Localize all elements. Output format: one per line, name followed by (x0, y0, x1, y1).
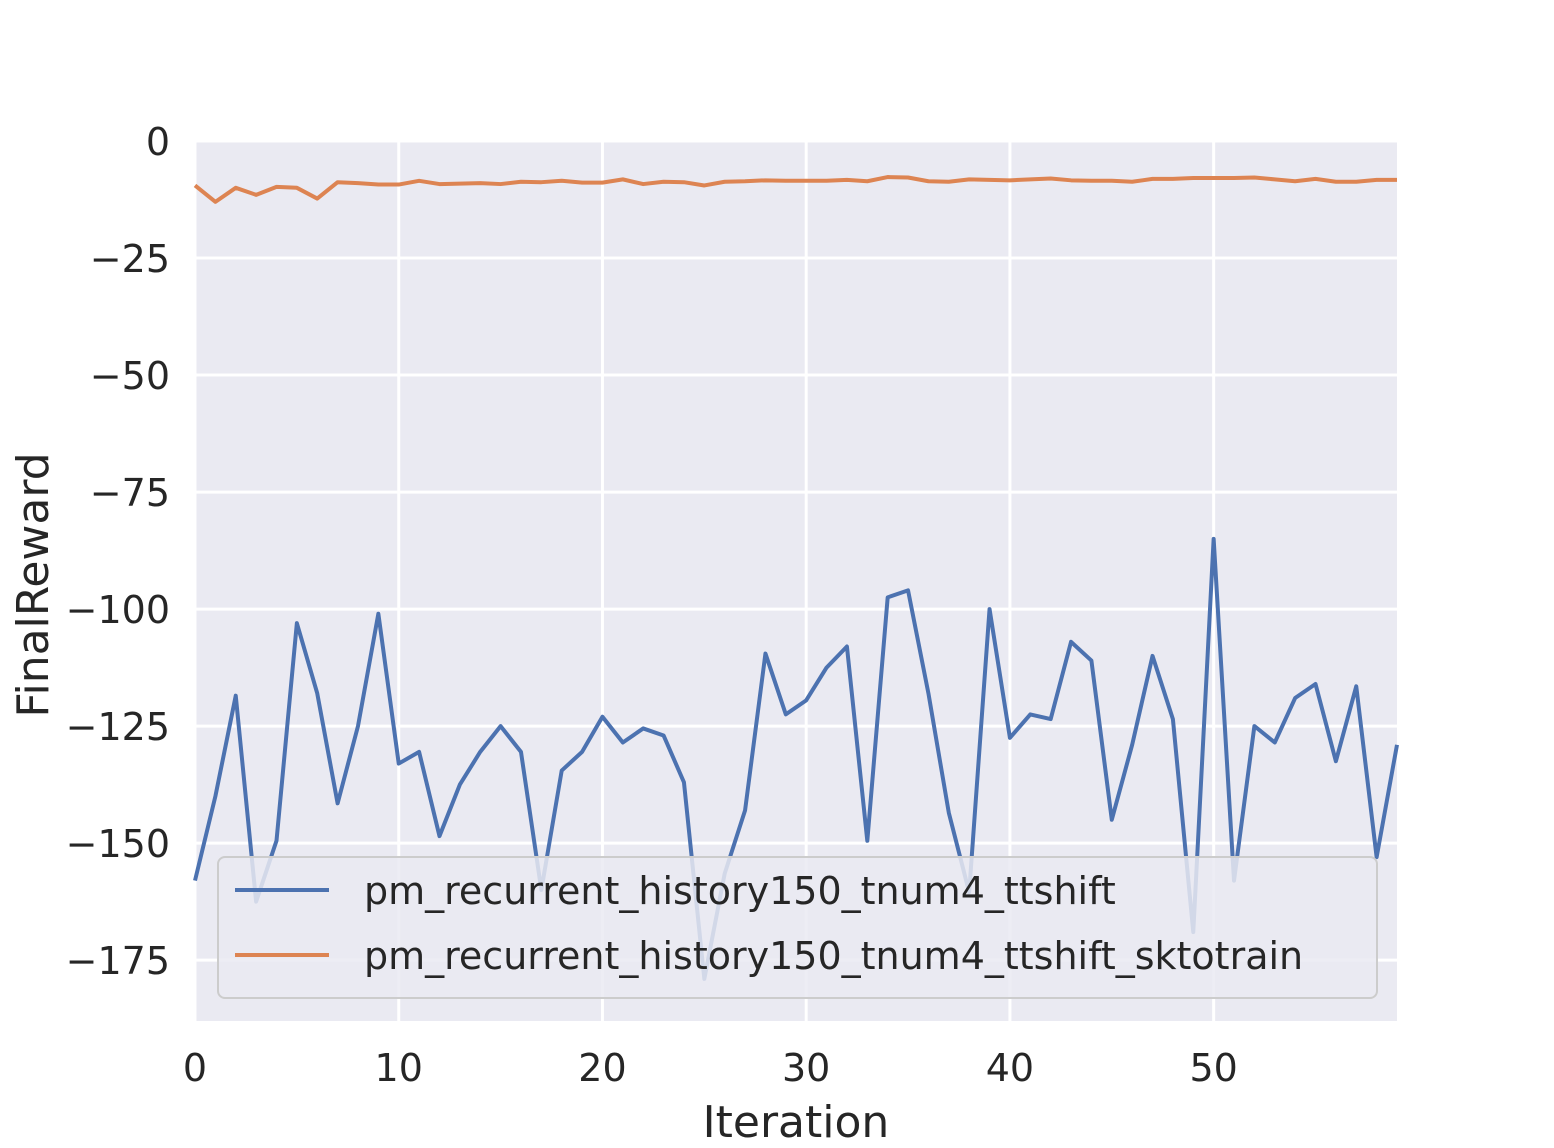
x-tick-label: 0 (183, 1046, 207, 1090)
y-tick-label: −175 (66, 939, 170, 983)
y-tick-label: −150 (66, 822, 170, 866)
legend-box (217, 856, 1378, 999)
y-tick-label: −50 (90, 354, 170, 398)
x-tick-label: 40 (986, 1046, 1034, 1090)
x-tick-label: 30 (782, 1046, 830, 1090)
legend-label-1: pm_recurrent_history150_tnum4_ttshift (364, 869, 1116, 913)
y-tick-label: 0 (146, 120, 170, 164)
y-tick-label: −75 (90, 471, 170, 515)
x-tick-label: 10 (375, 1046, 423, 1090)
y-tick-label: −125 (66, 705, 170, 749)
legend: pm_recurrent_history150_tnum4_ttshift pm… (217, 856, 1378, 999)
y-tick-label: −100 (66, 588, 170, 632)
y-axis-label: FinalReward (8, 452, 59, 717)
x-tick-labels: 0 10 20 30 40 50 (183, 1046, 1238, 1090)
legend-label-2: pm_recurrent_history150_tnum4_ttshift_sk… (364, 934, 1303, 978)
x-axis-label: Iteration (703, 1097, 890, 1148)
y-tick-labels: 0 −25 −50 −75 −100 −125 −150 −175 (66, 120, 170, 983)
y-tick-label: −25 (90, 237, 170, 281)
x-tick-label: 50 (1189, 1046, 1237, 1090)
x-tick-label: 20 (578, 1046, 626, 1090)
series-line-2 (193, 175, 1397, 204)
